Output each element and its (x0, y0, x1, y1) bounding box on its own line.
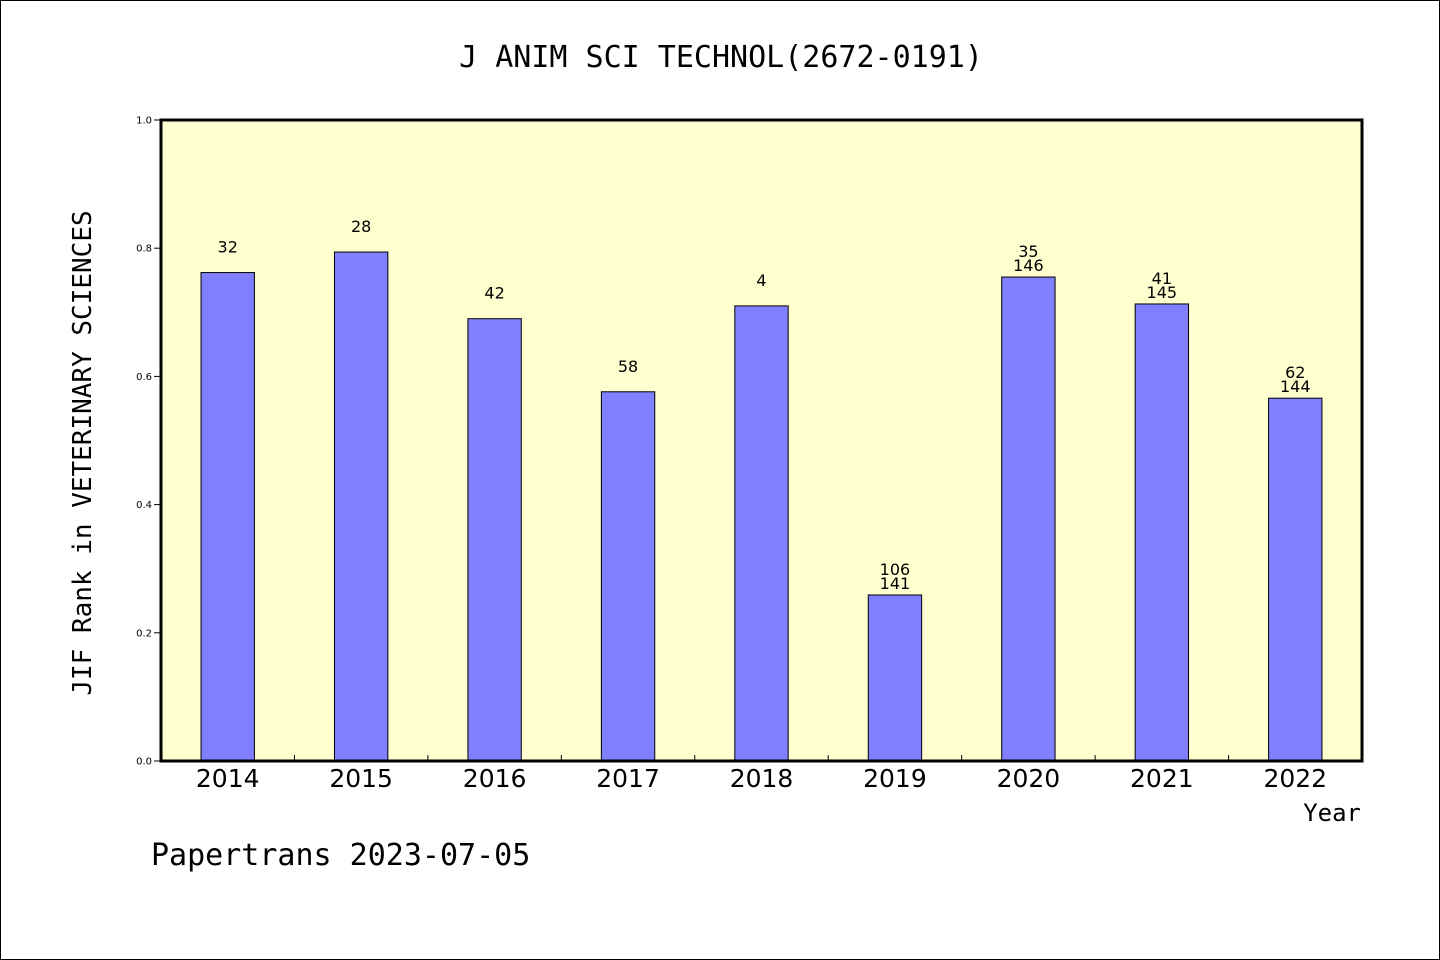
y-tick-label: 0.8 (136, 244, 152, 255)
x-axis-ticks: 2014 2015 2016 2017 2018 2019 2020 2021 2022 (196, 755, 1327, 793)
x-tick-label: 2018 (730, 764, 794, 793)
bar (734, 305, 789, 762)
y-axis-ticks: 0.0 0.2 0.4 0.6 0.8 1.0 (136, 116, 161, 768)
bar-value-label: 41 (1152, 269, 1172, 288)
bar (200, 272, 255, 762)
bar-value-label: 42 (484, 284, 504, 303)
bar-value-label: 35 (1018, 242, 1038, 261)
y-tick-label: 0.2 (136, 628, 152, 639)
x-tick-label: 2016 (463, 764, 527, 793)
x-tick-label: 2022 (1263, 764, 1327, 793)
bar (467, 318, 522, 762)
bar-value-label: 145 (1147, 283, 1178, 302)
bar (600, 391, 656, 762)
bar-value-label: 144 (1280, 377, 1311, 396)
x-tick-label: 2020 (997, 764, 1061, 793)
bar (1268, 397, 1323, 762)
bar (333, 251, 389, 762)
bar-value-label: 141 (880, 574, 911, 593)
bar-value-label: 106 (880, 560, 911, 579)
y-tick-label: 0.4 (136, 500, 152, 511)
y-tick-label: 0.0 (136, 757, 152, 768)
y-axis-label: JIF Rank in VETERINARY SCIENCES (68, 210, 98, 695)
x-axis-label: Year (1303, 799, 1361, 827)
bar (1001, 276, 1056, 762)
y-tick-label: 0.6 (136, 372, 152, 383)
bar-value-label: 32 (218, 238, 238, 257)
y-tick-label: 1.0 (136, 116, 152, 127)
bar-value-label: 28 (351, 217, 371, 236)
bar-value-label: 62 (1285, 363, 1305, 382)
plot-frame (159, 118, 1364, 763)
bar (867, 594, 923, 762)
x-tick-label: 2017 (596, 764, 660, 793)
x-tick-label: 2014 (196, 764, 260, 793)
bar (1134, 303, 1190, 762)
watermark-text: Papertrans 2023-07-05 (151, 838, 530, 873)
bar-value-label: 146 (1013, 256, 1044, 275)
bar-value-label: 58 (618, 357, 638, 376)
x-tick-label: 2021 (1130, 764, 1194, 793)
bar-value-label: 4 (756, 271, 766, 290)
x-tick-label: 2019 (863, 764, 927, 793)
x-tick-label: 2015 (329, 764, 393, 793)
chart-title: J ANIM SCI TECHNOL(2672-0191) (459, 40, 983, 75)
